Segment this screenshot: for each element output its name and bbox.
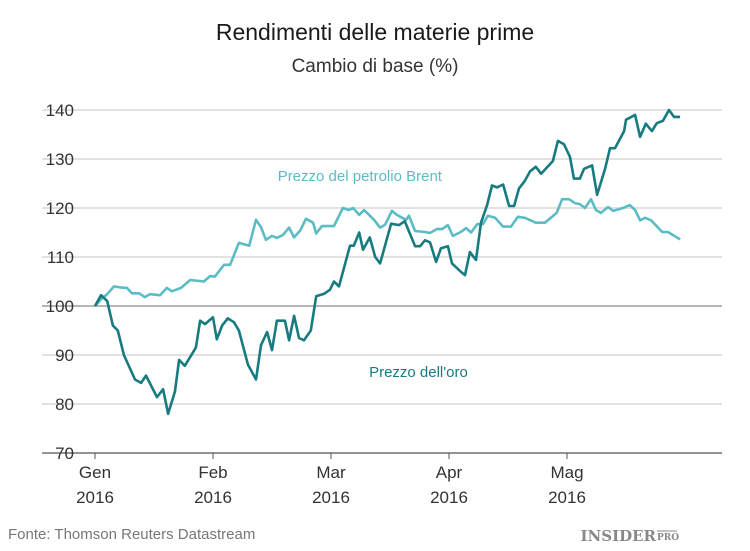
gold-label: Prezzo dell'oro [369,364,468,381]
x-tick-month: Mar [316,463,346,482]
x-tick-year: 2016 [312,488,350,507]
y-tick-label: 90 [55,346,74,365]
y-tick-label: 140 [46,101,74,120]
y-tick-label: 130 [46,150,74,169]
chart-subtitle: Cambio di base (%) [292,56,459,77]
chart-title: Rendimenti delle materie prime [216,19,534,45]
x-tick-year: 2016 [194,488,232,507]
y-tick-label: 70 [55,444,74,463]
insider-pro-logo: INSIDER PRO [581,527,680,545]
brent-oil-line [94,197,681,307]
y-tick-label: 80 [55,395,74,414]
y-tick-label: 100 [46,297,74,316]
x-tick-month: Feb [198,463,227,482]
x-tick-month: Gen [79,463,111,482]
gridlines [42,109,722,454]
series-labels: Prezzo del petrolio Brent Prezzo dell'oro [278,168,468,381]
y-tick-label: 110 [47,248,74,267]
series-lines [93,108,681,416]
x-tick-year: 2016 [76,488,114,507]
gold-line [93,108,681,416]
x-tick-year: 2016 [548,488,586,507]
x-tick-month: Mag [550,463,583,482]
x-tick-year: 2016 [430,488,468,507]
y-tick-label: 120 [46,199,74,218]
svg-text:INSIDER: INSIDER [581,527,657,545]
x-tick-month: Apr [436,463,463,482]
y-axis-ticks: 70 80 90 100 110 120 130 140 [46,101,74,463]
x-axis-ticks: Gen 2016 Feb 2016 Mar 2016 Apr 2016 Mag 2016 [76,453,586,507]
svg-text:PRO: PRO [657,533,679,543]
brent-oil-label: Prezzo del petrolio Brent [278,168,443,185]
source-note: Fonte: Thomson Reuters Datastream [8,526,255,543]
